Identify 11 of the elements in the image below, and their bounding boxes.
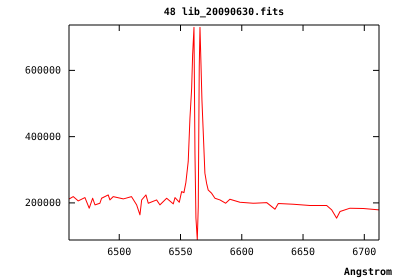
chart-title: 48 lib_20090630.fits xyxy=(164,6,284,18)
line-series xyxy=(69,26,379,240)
x-tick-label: 6550 xyxy=(168,247,193,258)
x-tick-label: 6700 xyxy=(352,247,376,258)
x-tick-label: 6650 xyxy=(290,247,316,258)
y-tick-label: 200000 xyxy=(24,198,61,210)
x-tick-label: 6500 xyxy=(107,247,132,258)
y-tick-label: 600000 xyxy=(24,66,61,77)
x-tick-label: 6600 xyxy=(230,247,254,258)
x-axis-title: Angstrom xyxy=(344,267,392,278)
y-tick-label: 400000 xyxy=(24,132,61,143)
